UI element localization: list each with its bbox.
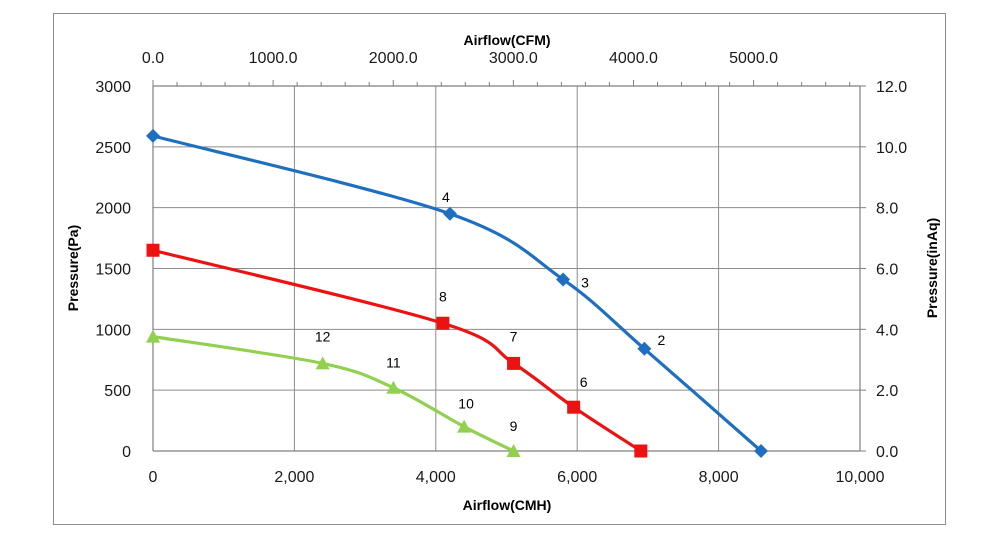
data-point xyxy=(556,272,571,287)
y-tick-label-right: 6.0 xyxy=(876,262,898,279)
data-label: 6 xyxy=(580,374,588,390)
y-tick-label-left: 500 xyxy=(104,383,131,400)
x-tick-label: 2,000 xyxy=(274,469,314,486)
x-axis-title-top: Airflow(CFM) xyxy=(463,32,550,48)
x-tick-label: 0 xyxy=(149,469,158,486)
data-point xyxy=(436,316,450,330)
x-top-tick-label: 0.0 xyxy=(142,50,164,67)
data-label: 11 xyxy=(386,355,401,371)
x-top-tick-label: 4000.0 xyxy=(609,50,658,67)
x-axis-title-bottom: Airflow(CMH) xyxy=(463,497,552,513)
y-tick-label-left: 2500 xyxy=(95,140,131,157)
data-point xyxy=(637,341,652,356)
data-label: 8 xyxy=(439,288,447,304)
y-tick-label-left: 0 xyxy=(122,444,131,461)
data-point xyxy=(386,380,401,394)
series-3 xyxy=(146,329,521,457)
data-point xyxy=(634,444,648,458)
series-line xyxy=(152,335,515,453)
data-label: 4 xyxy=(442,189,450,205)
y-tick-label-left: 2000 xyxy=(95,201,131,218)
x-tick-label: 10,000 xyxy=(836,469,885,486)
data-label: 2 xyxy=(657,332,665,348)
x-top-tick-label: 3000.0 xyxy=(489,50,538,67)
data-label: 7 xyxy=(510,328,518,344)
series-1 xyxy=(146,128,769,458)
data-label: 12 xyxy=(315,328,331,344)
y-tick-label-right: 0.0 xyxy=(876,444,898,461)
series-2 xyxy=(146,243,648,458)
data-point xyxy=(146,329,160,343)
data-point xyxy=(457,419,472,433)
grid xyxy=(152,85,861,452)
y-tick-label-right: 8.0 xyxy=(876,201,898,218)
data-label: 9 xyxy=(510,418,518,434)
series-line xyxy=(152,134,763,453)
axes xyxy=(152,80,866,452)
y-axis-title-left: Pressure(Pa) xyxy=(65,225,81,311)
data-label: 10 xyxy=(458,396,474,412)
x-top-tick-label: 5000.0 xyxy=(729,50,778,67)
data-point xyxy=(146,243,160,257)
data-point xyxy=(146,128,160,143)
y-tick-label-right: 10.0 xyxy=(876,140,907,157)
x-top-tick-label: 2000.0 xyxy=(369,50,418,67)
y-tick-label-right: 12.0 xyxy=(876,79,907,96)
data-point xyxy=(567,400,581,414)
x-top-tick-label: 1000.0 xyxy=(249,50,298,67)
y-tick-label-left: 1500 xyxy=(95,262,131,279)
data-point xyxy=(754,444,769,458)
series-layer xyxy=(146,128,769,458)
data-label: 3 xyxy=(581,274,589,290)
y-tick-label-right: 4.0 xyxy=(876,322,898,339)
y-tick-label-left: 3000 xyxy=(95,79,131,96)
x-tick-label: 8,000 xyxy=(699,469,739,486)
data-point xyxy=(315,356,330,370)
data-point xyxy=(506,444,521,457)
x-tick-label: 4,000 xyxy=(416,469,456,486)
data-point xyxy=(507,356,521,370)
y-tick-label-right: 2.0 xyxy=(876,383,898,400)
data-point xyxy=(442,206,457,221)
y-axis-title-right: Pressure(inAq) xyxy=(924,218,940,318)
y-tick-label-left: 1000 xyxy=(95,322,131,339)
x-tick-label: 6,000 xyxy=(557,469,597,486)
